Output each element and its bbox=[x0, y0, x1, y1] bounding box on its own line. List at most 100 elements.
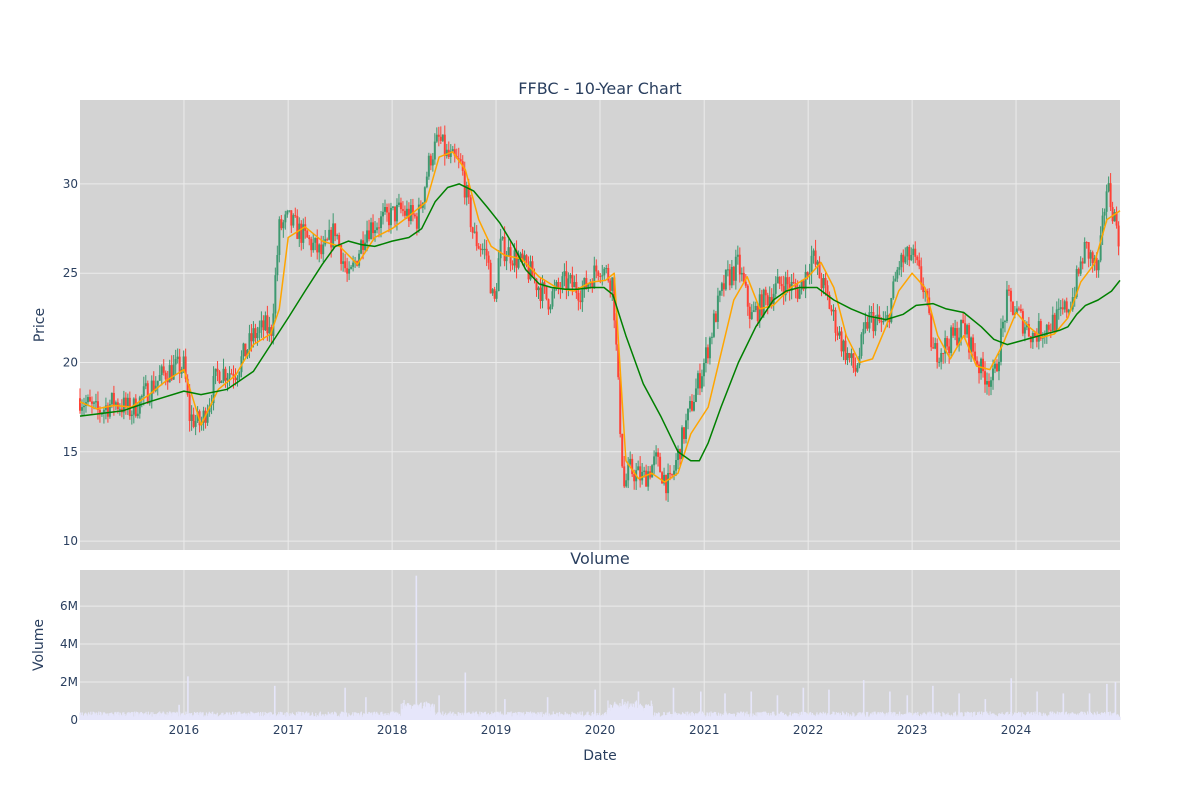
candle-body bbox=[870, 312, 873, 314]
candle-body bbox=[292, 215, 295, 226]
candle-body bbox=[328, 229, 331, 240]
chart-title: FFBC - 10-Year Chart bbox=[518, 79, 681, 98]
volume-bar bbox=[598, 712, 601, 720]
candle-body bbox=[661, 472, 664, 484]
candle-body bbox=[696, 373, 699, 389]
candle-body bbox=[425, 176, 428, 188]
volume-bar bbox=[701, 711, 704, 720]
candle-body bbox=[991, 368, 994, 381]
price-y-ticks: 10 15 20 25 30 bbox=[63, 177, 78, 548]
candle-body bbox=[738, 254, 741, 275]
volume-bar bbox=[886, 712, 888, 720]
candle-body bbox=[692, 401, 695, 411]
candle-body bbox=[1115, 212, 1118, 226]
candle-body bbox=[611, 277, 614, 291]
candle-body bbox=[818, 261, 821, 279]
volume-bar bbox=[961, 712, 963, 720]
x-tick-label: 2018 bbox=[377, 723, 408, 737]
candle-body bbox=[952, 327, 955, 336]
candle-body bbox=[956, 328, 959, 346]
candle-body bbox=[980, 358, 983, 374]
volume-bar bbox=[852, 712, 854, 720]
candle-body bbox=[252, 328, 255, 342]
candle-body bbox=[166, 379, 169, 383]
candle-body bbox=[912, 248, 915, 255]
candle-body bbox=[605, 267, 608, 269]
candle-body bbox=[792, 281, 795, 284]
candle-body bbox=[718, 291, 721, 296]
candle-body bbox=[1087, 242, 1090, 259]
candle-body bbox=[834, 309, 837, 333]
candle-body bbox=[413, 214, 416, 217]
candle-body bbox=[844, 340, 847, 361]
candle-body bbox=[1027, 324, 1030, 337]
volume-bar bbox=[216, 712, 218, 720]
candle-body bbox=[479, 248, 482, 250]
volume-y-tick-label: 2M bbox=[60, 675, 78, 689]
candle-body bbox=[545, 286, 548, 300]
volume-bar bbox=[776, 695, 779, 720]
price-y-axis-label: Price bbox=[32, 308, 48, 342]
volume-bar bbox=[668, 711, 671, 720]
candle-body bbox=[553, 287, 556, 292]
candle-body bbox=[374, 230, 377, 234]
candle-body bbox=[1095, 258, 1098, 271]
candle-body bbox=[1097, 260, 1100, 271]
candle-body bbox=[754, 305, 757, 311]
candle-body bbox=[930, 313, 933, 348]
candle-body bbox=[334, 223, 337, 237]
candle-body bbox=[178, 356, 181, 374]
volume-bar bbox=[691, 711, 693, 720]
candle-body bbox=[164, 372, 167, 380]
candle-body bbox=[690, 400, 693, 411]
volume-bar bbox=[932, 685, 934, 720]
candle-body bbox=[958, 337, 961, 346]
candle-body bbox=[471, 227, 474, 233]
candle-body bbox=[1103, 211, 1106, 216]
candle-body bbox=[188, 394, 191, 421]
candle-body bbox=[940, 352, 943, 362]
candle-body bbox=[868, 312, 871, 329]
candle-body bbox=[700, 376, 703, 389]
candle-body bbox=[230, 373, 233, 375]
candle-body bbox=[360, 240, 363, 254]
volume-bar bbox=[494, 712, 496, 720]
volume-bar bbox=[1119, 716, 1121, 720]
candle-body bbox=[144, 383, 147, 387]
volume-bar bbox=[1036, 691, 1038, 720]
candle-body bbox=[846, 352, 849, 361]
candle-body bbox=[160, 366, 163, 376]
candle-body bbox=[964, 323, 967, 335]
candle-body bbox=[152, 380, 155, 392]
candle-body bbox=[1001, 321, 1004, 329]
candle-body bbox=[118, 408, 121, 410]
candle-body bbox=[810, 255, 813, 274]
x-tick-label: 2021 bbox=[689, 723, 720, 737]
candle-body bbox=[866, 322, 869, 329]
candle-body bbox=[268, 327, 271, 334]
candle-body bbox=[828, 294, 831, 309]
candle-body bbox=[521, 253, 524, 261]
candle-body bbox=[393, 206, 396, 222]
candle-body bbox=[405, 208, 408, 216]
candle-body bbox=[288, 210, 291, 212]
volume-bar bbox=[476, 713, 478, 720]
candle-body bbox=[96, 401, 99, 410]
volume-bar bbox=[861, 712, 863, 720]
candle-body bbox=[816, 261, 819, 265]
x-tick-label: 2022 bbox=[793, 723, 824, 737]
candle-body bbox=[746, 285, 749, 307]
candle-body bbox=[804, 271, 807, 290]
volume-bar bbox=[954, 711, 956, 720]
volume-bar bbox=[433, 704, 435, 720]
volume-bar bbox=[802, 687, 805, 720]
volume-y-tick-label: 4M bbox=[60, 637, 78, 651]
candle-body bbox=[776, 276, 779, 284]
candle-body bbox=[338, 235, 341, 246]
candle-body bbox=[332, 223, 335, 248]
candle-body bbox=[714, 313, 717, 322]
candle-body bbox=[842, 340, 845, 352]
candle-body bbox=[306, 230, 309, 238]
candle-body bbox=[655, 452, 658, 457]
